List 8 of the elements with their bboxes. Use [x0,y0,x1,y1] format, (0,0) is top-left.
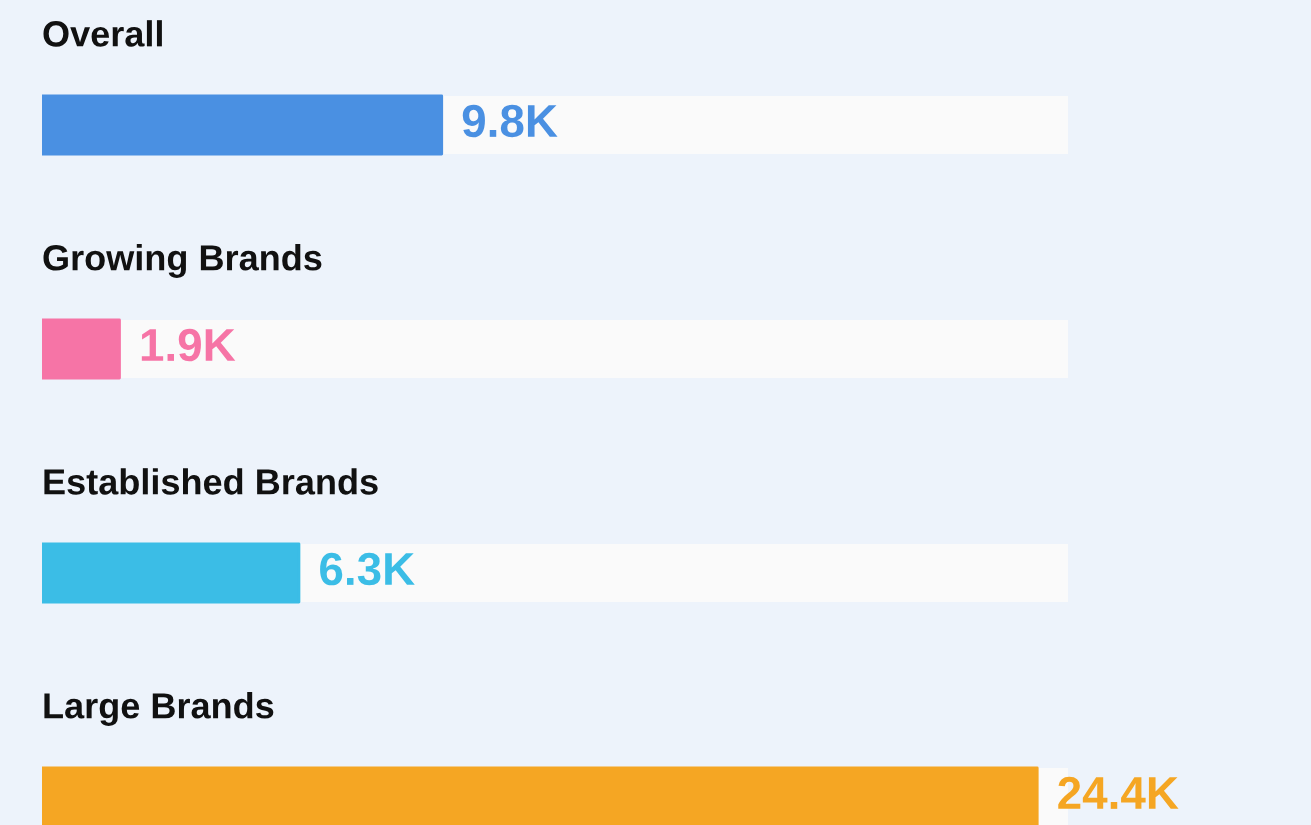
y-tick-label: Established Brands [44,468,378,495]
y-tick-label: Large Brands [44,692,274,726]
data-label: 1.9K [141,328,236,362]
y-tick-label: Overall [43,20,162,47]
y-tick-label: Growing Brands [43,244,322,278]
data-label: 24.4K [1058,776,1179,809]
data-label: 9.8K [462,104,558,138]
data-label: 6.3K [320,552,415,586]
